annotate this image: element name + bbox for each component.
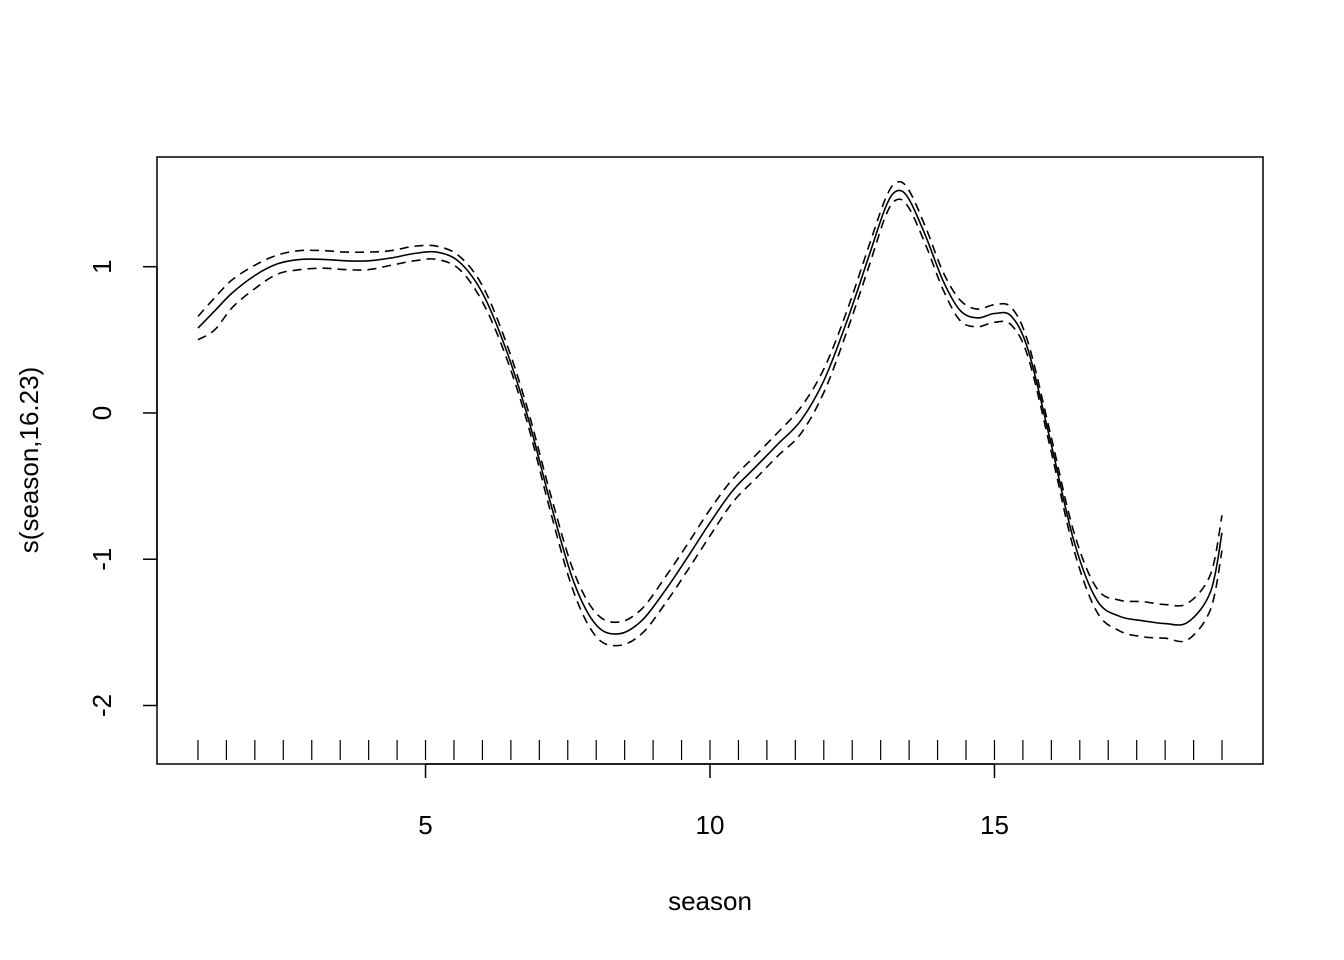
plot-frame [156, 156, 1264, 765]
x-tick-label: 15 [980, 810, 1009, 840]
y-axis: -2 -1 0 1 [87, 259, 158, 717]
x-tick-label: 10 [696, 810, 725, 840]
x-axis: 5 10 15 [418, 763, 1009, 840]
smooth-estimate-line [197, 189, 1223, 635]
x-tick-label: 5 [418, 810, 432, 840]
plot-lines [197, 180, 1223, 647]
y-tick-label: -2 [87, 694, 117, 717]
x-axis-label: season [668, 886, 752, 916]
lower-confidence-band [197, 198, 1223, 647]
y-tick-label: 1 [87, 259, 117, 273]
y-axis-label: s(season,16.23) [14, 367, 44, 553]
rug-marks [197, 740, 1223, 760]
y-tick-label: -1 [87, 548, 117, 571]
upper-confidence-band [197, 180, 1223, 624]
y-tick-label: 0 [87, 406, 117, 420]
